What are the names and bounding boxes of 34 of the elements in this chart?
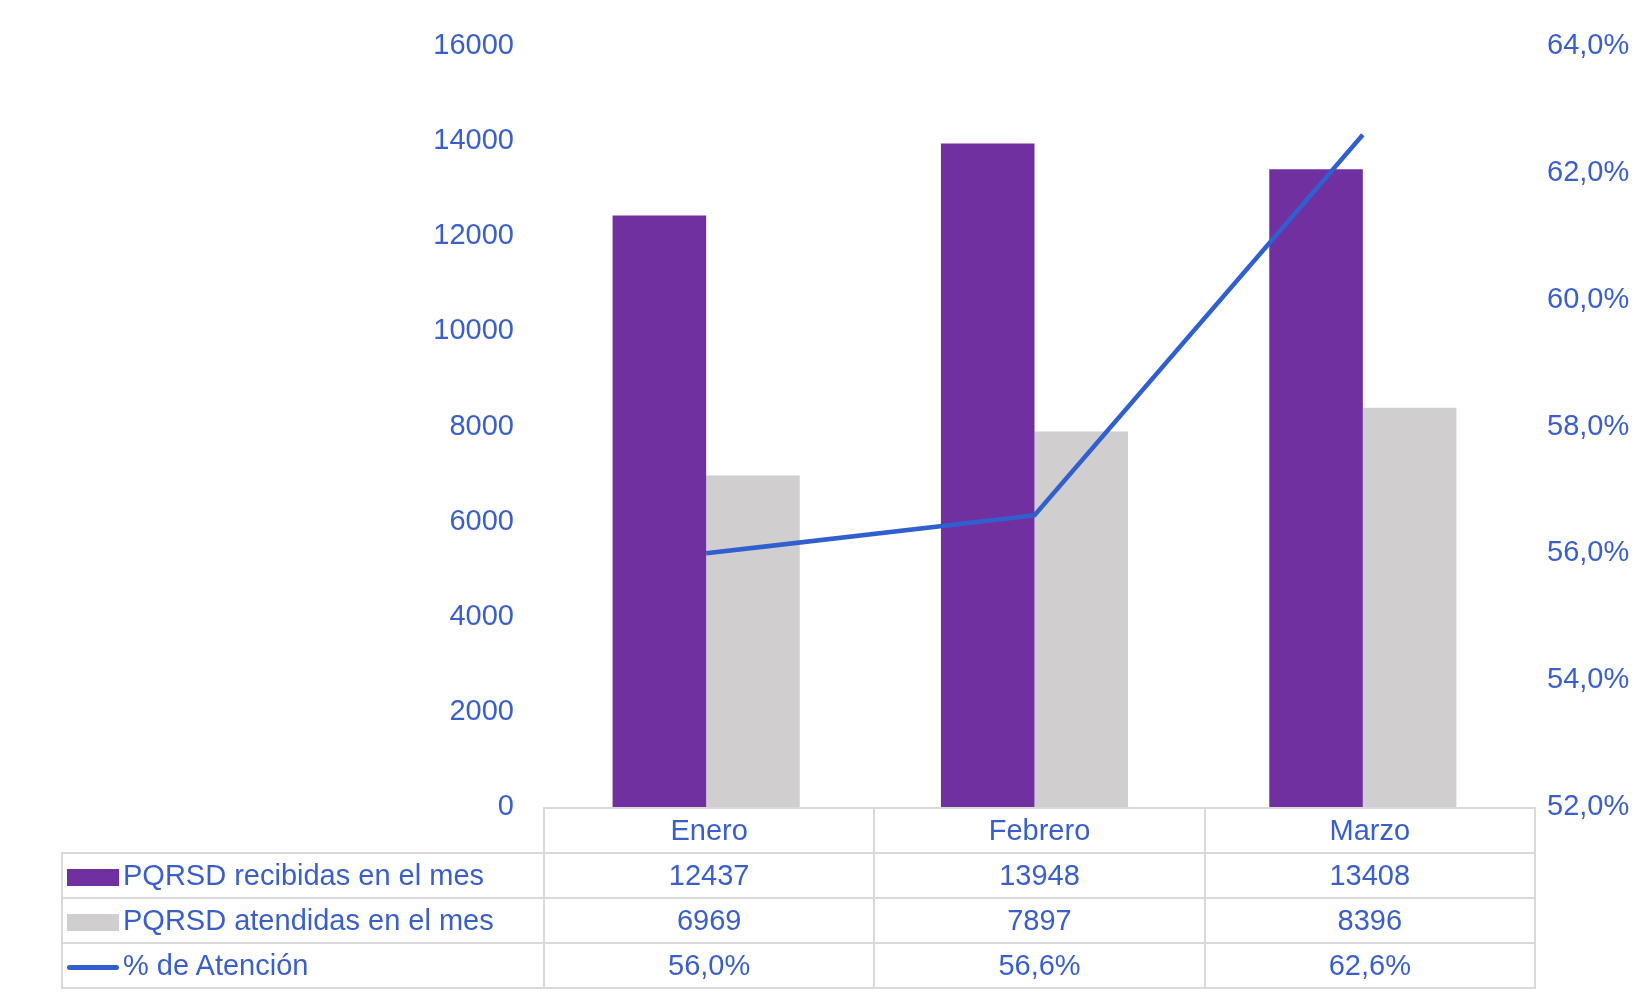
data-label: 12437 [544, 853, 875, 898]
y-tick-label: 16000 [433, 28, 514, 60]
y-tick-label: 8000 [449, 408, 514, 441]
y2-tick-label: 60,0% [1547, 281, 1630, 314]
data-label: 7897 [874, 898, 1205, 943]
y-tick-label: 6000 [449, 503, 514, 536]
y-tick-label: 2000 [449, 693, 514, 726]
legend-label: PQRSD recibidas en el mes [62, 853, 544, 898]
data-label: 13408 [1204, 853, 1535, 898]
x-tick-label: Enero [544, 808, 875, 853]
y2-tick-label: 64,0% [1547, 28, 1630, 60]
y2-tick-label: 52,0% [1547, 789, 1630, 821]
y-tick-label: 0 [497, 789, 514, 821]
x-tick-label: Febrero [874, 808, 1205, 853]
data-label: 56,6% [874, 943, 1205, 988]
legend-label: PQRSD atendidas en el mes [62, 898, 544, 943]
y2-tick-label: 62,0% [1547, 154, 1630, 187]
x-tick-label: Marzo [1204, 808, 1535, 853]
data-label: 62,6% [1204, 943, 1535, 988]
legend-label: % de Atención [62, 943, 544, 988]
data-label: 6969 [544, 898, 875, 943]
bar [1269, 169, 1363, 807]
bar [612, 215, 707, 807]
y-tick-label: 12000 [433, 218, 514, 251]
y-tick-label: 14000 [433, 123, 514, 156]
y2-tick-label: 54,0% [1547, 662, 1630, 695]
data-label: 8396 [1204, 898, 1535, 943]
y-tick-label: 10000 [433, 313, 514, 346]
y-tick-label: 4000 [449, 598, 514, 631]
bar [940, 143, 1035, 807]
data-label: 13948 [874, 853, 1205, 898]
y2-tick-label: 56,0% [1547, 535, 1630, 568]
y2-tick-label: 58,0% [1547, 408, 1630, 441]
data-label: 56,0% [544, 943, 875, 988]
